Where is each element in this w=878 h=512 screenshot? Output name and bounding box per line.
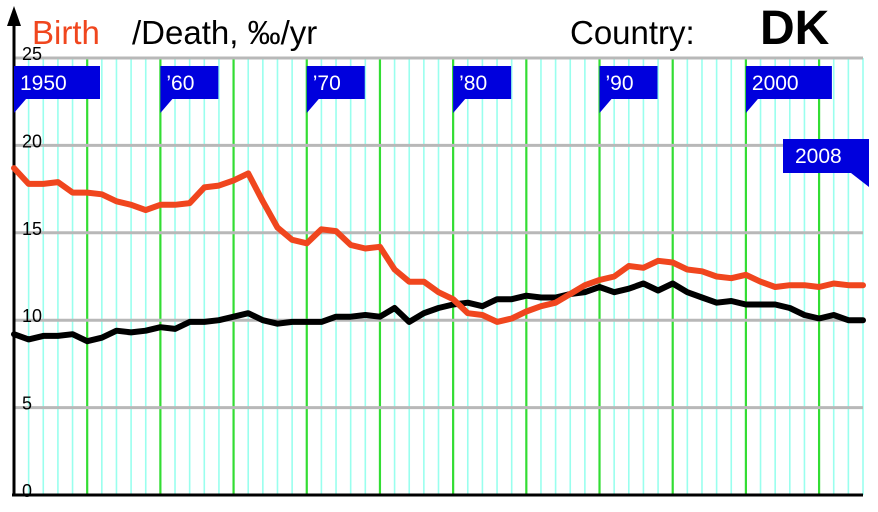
series-line-birth [11, 165, 866, 325]
death-label: /Death, ‰/yr [132, 14, 317, 51]
y-tick-label: 20 [22, 131, 42, 151]
series-line-death [11, 280, 866, 345]
flag-1980: ’80 [453, 66, 512, 113]
y-tick-label: 10 [22, 306, 42, 326]
y-tick-label: 5 [22, 394, 32, 414]
country-label: Country: [570, 14, 695, 51]
flag-shape [306, 66, 365, 113]
flag-label: ’60 [166, 72, 194, 95]
flag-1970: ’70 [306, 66, 365, 113]
end-flag-label: 2008 [795, 145, 842, 168]
flag-shape [745, 66, 832, 113]
flag-1960: ’60 [160, 66, 219, 113]
end-flag-shape [783, 139, 869, 187]
y-tick-labels: 0 5 10 15 20 25 [22, 44, 42, 501]
flag-label: ’70 [313, 72, 341, 95]
flag-1990: ’90 [599, 66, 658, 113]
flag-label: ’90 [606, 72, 634, 95]
axes [7, 6, 863, 497]
end-flag: 2008 [783, 139, 869, 187]
birth-label: Birth [32, 14, 100, 51]
flag-shape [599, 66, 658, 113]
y-tick-label: 15 [22, 219, 42, 239]
flag-1950: 1950 [14, 66, 100, 113]
flag-label: ’80 [459, 72, 487, 95]
flag-label: 2000 [752, 72, 799, 95]
decade-flags: 1950 ’60 ’70 ’80 ’90 2000 [14, 66, 832, 113]
y-tick-label: 0 [22, 481, 32, 501]
flag-shape [160, 66, 219, 113]
flag-shape [453, 66, 512, 113]
flag-label: 1950 [20, 72, 67, 95]
y-tick-label: 25 [22, 44, 42, 64]
y-axis-arrow [7, 6, 21, 26]
series-lines [11, 165, 866, 345]
country-code: DK [760, 2, 830, 55]
flag-2000: 2000 [745, 66, 832, 113]
flag-shape [14, 66, 100, 113]
